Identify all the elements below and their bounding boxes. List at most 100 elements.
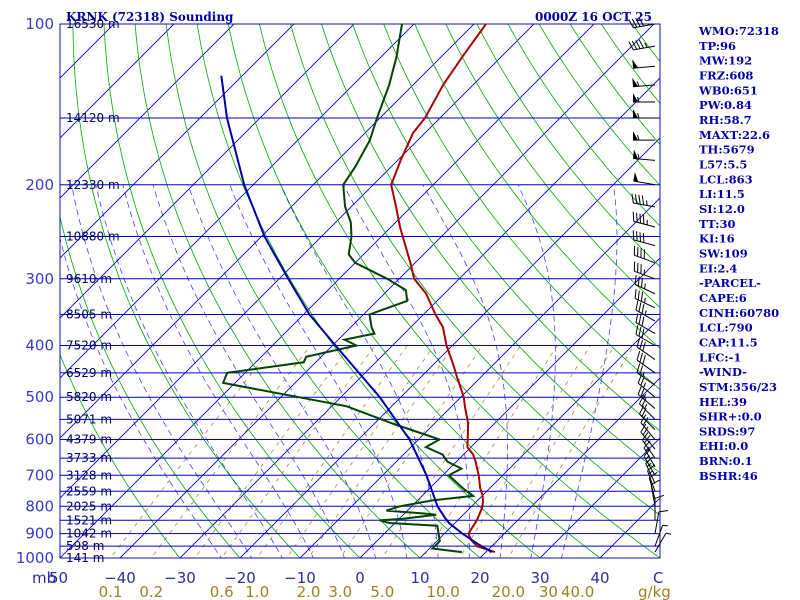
sounding-index-item: LCL:790 [699, 321, 753, 335]
mixing-ratio-tick-label: 2.0 [297, 583, 321, 600]
wind-barb-full [634, 274, 637, 285]
wind-barb [635, 313, 656, 335]
wind-barb-full [638, 194, 641, 205]
chart-time: 0000Z 16 OCT 25 [535, 10, 652, 24]
height-label: 2025 m [66, 499, 112, 513]
sounding-index-item: MW:192 [699, 54, 752, 68]
wind-barb-staff [641, 439, 656, 459]
height-label: 7520 m [66, 339, 112, 353]
sounding-index-item: BSHR:46 [699, 469, 758, 483]
isotherm-line [60, 24, 235, 199]
moist-adiabat-line [95, 184, 283, 558]
wind-barb-flag [633, 109, 638, 119]
sounding-index-item: TP:96 [699, 39, 736, 53]
sounding-index-item: L57:5.5 [699, 157, 747, 171]
height-label: 12330 m [66, 178, 120, 192]
wind-barb-staff [636, 346, 656, 360]
wind-barb-full [632, 211, 635, 222]
height-label: 5820 m [66, 390, 112, 404]
moist-adiabat-line [422, 184, 508, 558]
wind-barb [633, 93, 655, 103]
wind-barb-half [637, 153, 640, 160]
isotherm-line [60, 24, 595, 558]
wind-barb [634, 274, 656, 295]
wind-barb [640, 414, 656, 440]
wind-barb-full [638, 326, 642, 337]
mixing-ratio-tick-label: 0.6 [210, 583, 234, 600]
wind-barb-staff [637, 394, 656, 409]
wind-barb [640, 423, 656, 450]
pressure-tick-label: 800 [25, 497, 54, 515]
wind-barb [632, 77, 656, 88]
temp-tick-label: 30 [530, 569, 549, 587]
sounding-index-item: KI:16 [699, 232, 735, 246]
sounding-index-item: HEL:39 [699, 395, 747, 409]
wind-barb-full [642, 341, 646, 352]
wind-barb-full [640, 387, 645, 397]
sounding-index-item: SHR+:0.0 [699, 410, 762, 424]
wind-barb-full [639, 339, 644, 350]
wind-barb [636, 337, 656, 360]
wind-barb-full [637, 290, 640, 301]
wind-barb-full [635, 313, 639, 323]
wind-barb-full [641, 407, 647, 417]
wind-barb-staff [633, 45, 656, 51]
wind-barb-full [636, 212, 638, 223]
wind-barb [632, 211, 656, 228]
mixing-ratio-tick-label: 10.0 [426, 583, 459, 600]
height-label: 1042 m [66, 527, 112, 541]
wind-barb-half [645, 446, 650, 452]
mixing-ratio-line [221, 345, 376, 558]
sounding-index-item: WB0:651 [698, 83, 758, 97]
series-layer [220, 24, 496, 554]
wind-barb-half [644, 42, 648, 48]
wind-barb-full [641, 432, 649, 441]
wind-barb-full [638, 39, 645, 49]
pressure-tick-label: 900 [25, 525, 54, 543]
wind-barb-full [642, 233, 645, 243]
height-label: 8505 m [66, 308, 112, 322]
wind-barb-flag [633, 131, 638, 141]
wind-barb-staff [633, 202, 656, 208]
pressure-tick-label: 1000 [16, 549, 54, 567]
moist-adiabat-line [560, 184, 618, 558]
sounding-index-item: LI:11.5 [699, 187, 745, 201]
label-layer: KRNK (72318) Sounding 0000Z 16 OCT 25 mb… [16, 10, 671, 600]
mixing-ratio-line [507, 345, 635, 558]
wind-barb-full [643, 435, 651, 444]
y-unit-label: mb [32, 569, 56, 587]
mixing-ratio-line [194, 345, 351, 558]
sounding-index-item: MAXT:22.6 [699, 128, 770, 142]
parcel-line [220, 75, 493, 553]
dry-adiabat-line [60, 353, 181, 558]
wind-barb-staff [635, 322, 656, 335]
pressure-tick-label: 500 [25, 388, 54, 406]
wind-barb-full [636, 231, 638, 241]
sounding-index-item: CAPE:6 [699, 291, 747, 305]
moist-adiabat-line [229, 184, 408, 558]
sounding-index-item: BRN:0.1 [699, 454, 753, 468]
moist-adiabat-line [60, 236, 222, 558]
isotherm-line [419, 317, 660, 558]
wind-barb-staff [637, 382, 656, 398]
wind-barb-full [639, 232, 642, 242]
wind-barb-half [637, 112, 640, 119]
sounding-index-item: PW:0.84 [699, 98, 752, 112]
moist-adiabat-line [152, 184, 345, 558]
sounding-index-item: TH:5679 [699, 143, 755, 157]
chart-title: KRNK (72318) Sounding [66, 10, 234, 24]
wind-barb [650, 479, 660, 507]
sounding-indices-panel: WMO:72318TP:96MW:192FRZ:608WB0:651PW:0.8… [698, 24, 779, 483]
sounding-index-item: SI:12.0 [699, 202, 745, 216]
mixing-ratio-tick-label: 3.0 [328, 583, 352, 600]
wind-barb-full [635, 325, 639, 335]
pressure-tick-label: 300 [25, 270, 54, 288]
temp-tick-label: 10 [410, 569, 429, 587]
wind-barb-flag [632, 59, 639, 69]
mixing-ratio-tick-label: 1.0 [245, 583, 269, 600]
pressure-tick-label: 400 [25, 337, 54, 355]
wind-barb-full [639, 365, 644, 375]
wind-barb-flag [633, 172, 639, 182]
wind-barb-full [637, 276, 640, 286]
